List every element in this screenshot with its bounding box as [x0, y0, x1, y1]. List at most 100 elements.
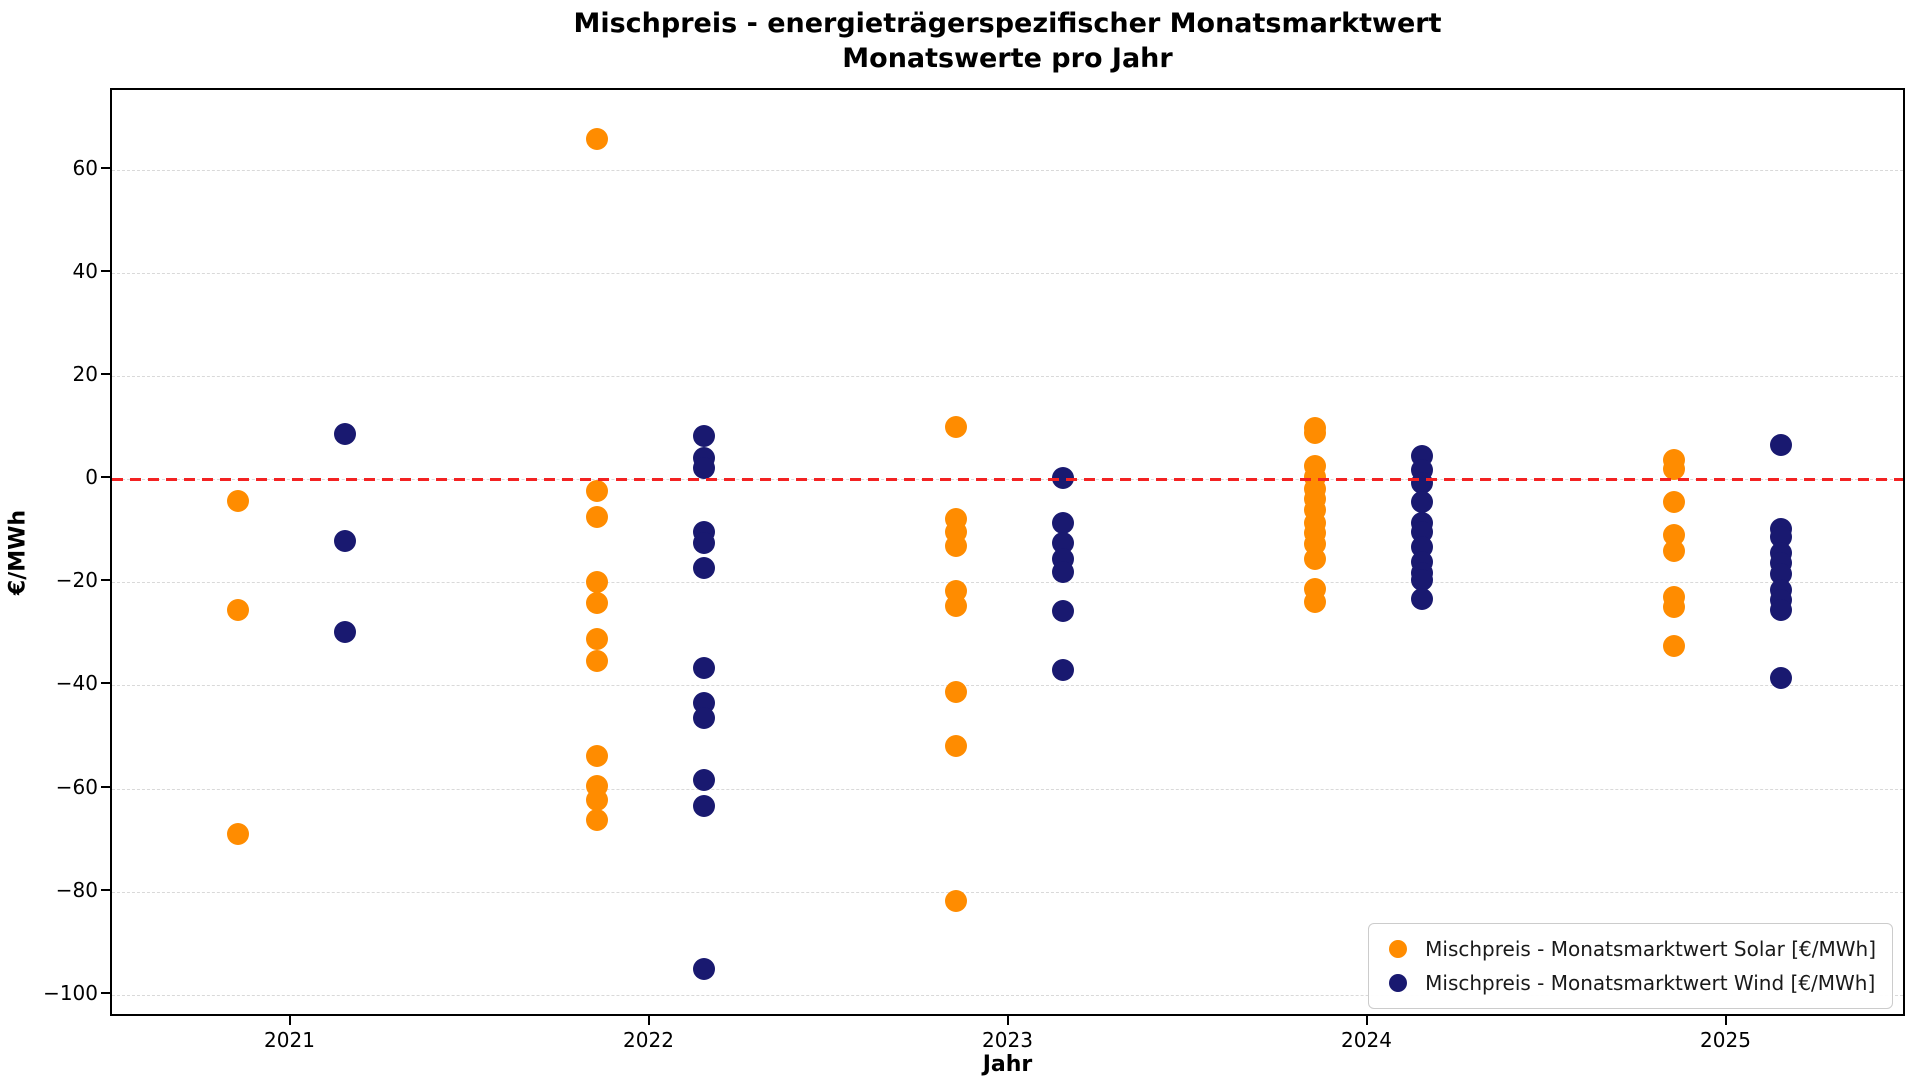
data-point-wind [693, 768, 716, 791]
gridline [112, 376, 1903, 378]
data-point-wind [1052, 466, 1075, 489]
gridline [112, 994, 1903, 996]
legend-label-wind: Mischpreis - Monatsmarktwert Wind [€/MWh… [1425, 971, 1876, 995]
data-point-wind [334, 620, 357, 643]
data-point-wind [693, 706, 716, 729]
y-tick-mark [101, 579, 110, 582]
gridline [112, 169, 1903, 171]
x-tick-mark [288, 1016, 291, 1025]
x-tick-mark [647, 1016, 650, 1025]
data-point-solar [226, 599, 249, 622]
data-point-wind [693, 656, 716, 679]
data-point-solar [226, 823, 249, 846]
y-tick-label: 0 [85, 465, 98, 490]
data-point-wind [693, 532, 716, 555]
data-point-wind [1052, 599, 1075, 622]
data-point-solar [585, 789, 608, 812]
data-point-wind [1052, 512, 1075, 535]
y-tick-label: −100 [43, 980, 98, 1005]
data-point-solar [1662, 595, 1685, 618]
data-point-wind [1052, 659, 1075, 681]
data-point-solar [585, 506, 608, 529]
data-point-wind [693, 557, 716, 580]
data-point-solar [585, 650, 608, 673]
chart-title: Mischpreis - energieträgerspezifischer M… [110, 6, 1905, 76]
data-point-solar [944, 680, 967, 703]
y-tick-mark [101, 270, 110, 273]
x-tick-label: 2022 [623, 1028, 674, 1052]
x-tick-label: 2021 [264, 1028, 315, 1052]
gridline [112, 582, 1903, 584]
x-tick-mark [1724, 1016, 1727, 1025]
data-point-wind [334, 530, 357, 553]
y-tick-label: −20 [55, 568, 98, 593]
data-point-wind [334, 423, 357, 446]
data-point-solar [1662, 539, 1685, 562]
data-point-solar [585, 628, 608, 651]
data-point-solar [1662, 634, 1685, 657]
x-tick-label: 2025 [1700, 1028, 1751, 1052]
data-point-solar [944, 734, 967, 757]
legend-item-wind: Mischpreis - Monatsmarktwert Wind [€/MWh… [1381, 966, 1876, 1000]
data-point-solar [585, 744, 608, 767]
chart-title-line2: Monatswerte pro Jahr [842, 43, 1173, 74]
gridline [112, 685, 1903, 687]
y-tick-mark [101, 888, 110, 891]
gridline [112, 891, 1903, 893]
data-point-wind [693, 958, 716, 981]
data-point-solar [944, 534, 967, 557]
gridline [112, 273, 1903, 275]
x-tick-mark [1006, 1016, 1009, 1025]
data-point-wind [693, 456, 716, 479]
y-tick-mark [101, 785, 110, 788]
data-point-solar [585, 479, 608, 502]
y-tick-mark [101, 991, 110, 994]
data-point-solar [944, 594, 967, 617]
data-point-wind [1411, 587, 1434, 610]
zero-reference-line [112, 477, 1903, 481]
data-point-solar [944, 890, 967, 913]
y-tick-mark [101, 682, 110, 685]
y-tick-label: −60 [55, 774, 98, 799]
legend: Mischpreis - Monatsmarktwert Solar [€/MW… [1368, 923, 1893, 1009]
data-point-wind [1411, 491, 1434, 514]
data-point-solar [1662, 458, 1685, 481]
data-point-solar [1303, 590, 1326, 613]
y-axis-label: €/MWh [5, 509, 31, 596]
x-axis-label: Jahr [982, 1052, 1033, 1077]
data-point-solar [585, 127, 608, 150]
y-tick-label: −80 [55, 877, 98, 902]
data-point-wind [1770, 666, 1793, 689]
legend-label-solar: Mischpreis - Monatsmarktwert Solar [€/MW… [1425, 937, 1876, 961]
data-point-solar [1303, 548, 1326, 571]
data-point-wind [1411, 569, 1434, 592]
y-tick-mark [101, 373, 110, 376]
data-point-solar [585, 591, 608, 614]
gridline [112, 788, 1903, 790]
y-tick-label: 20 [72, 362, 98, 387]
wind-marker-icon [1389, 974, 1408, 992]
y-tick-mark [101, 166, 110, 169]
data-point-wind [1770, 599, 1793, 622]
data-point-solar [1662, 490, 1685, 513]
data-point-wind [693, 425, 716, 448]
x-tick-label: 2024 [1341, 1028, 1392, 1052]
data-point-wind [693, 795, 716, 818]
chart-title-line1: Mischpreis - energieträgerspezifischer M… [573, 8, 1442, 39]
legend-item-solar: Mischpreis - Monatsmarktwert Solar [€/MW… [1381, 932, 1876, 966]
data-point-wind [1770, 434, 1793, 457]
data-point-solar [226, 490, 249, 513]
y-tick-label: 60 [72, 155, 98, 180]
y-tick-mark [101, 476, 110, 479]
y-tick-label: −40 [55, 671, 98, 696]
data-point-wind [1052, 561, 1075, 584]
y-tick-label: 40 [72, 259, 98, 284]
data-point-solar [1303, 422, 1326, 445]
data-point-solar [585, 808, 608, 831]
data-point-solar [944, 416, 967, 439]
solar-marker-icon [1389, 940, 1408, 958]
x-tick-mark [1365, 1016, 1368, 1025]
data-point-solar [585, 571, 608, 594]
plot-area: Mischpreis - Monatsmarktwert Solar [€/MW… [110, 88, 1905, 1016]
